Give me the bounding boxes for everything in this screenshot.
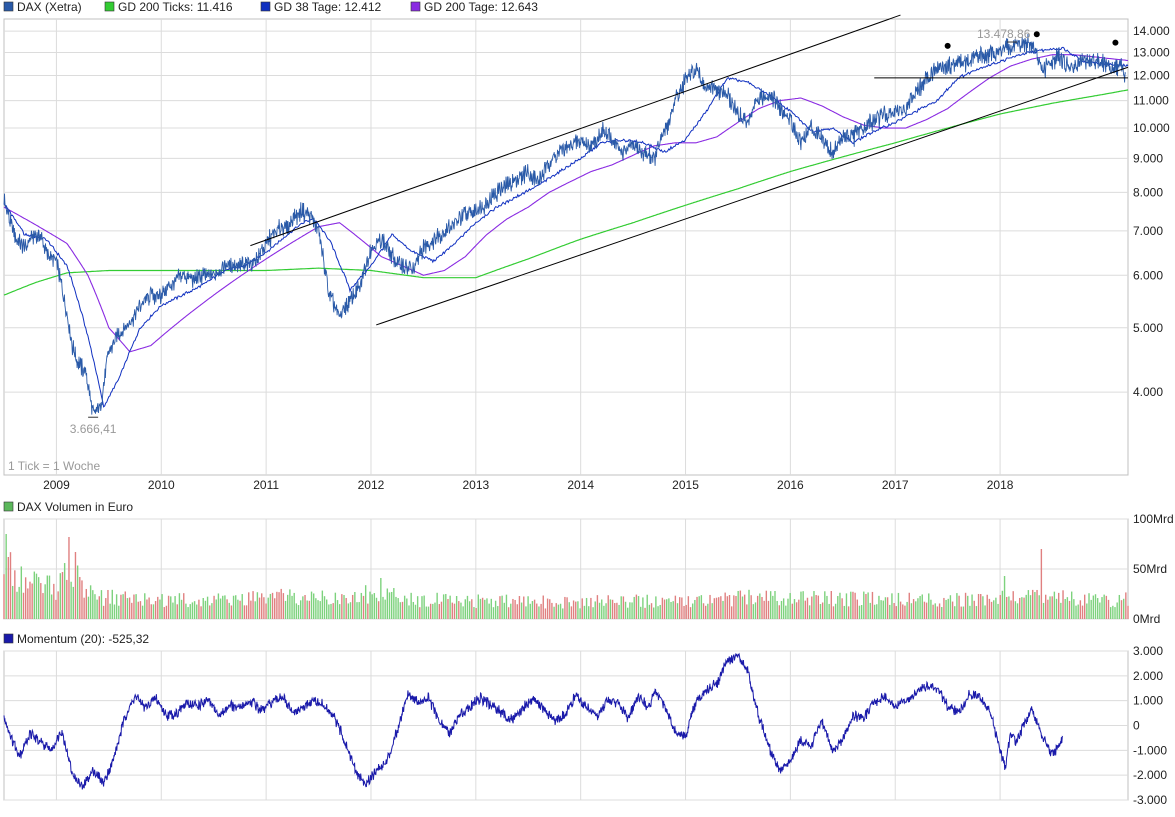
legend-label: GD 200 Ticks: 11.416	[118, 0, 233, 14]
volume-y-tick-label: 100Mrd	[1133, 512, 1174, 526]
gd200-ticks-line	[3, 89, 1129, 296]
pattern-marker	[944, 42, 951, 49]
momentum-line	[3, 652, 1064, 790]
tick-note: 1 Tick = 1 Woche	[8, 459, 100, 473]
gd200-days-line	[3, 54, 1129, 353]
momentum-y-tick-label: -1.000	[1133, 743, 1167, 757]
momentum-legend-swatch	[3, 633, 14, 644]
price-y-tick-label: 13.000	[1133, 45, 1170, 59]
price-y-tick-label: 12.000	[1133, 69, 1170, 83]
momentum-y-tick-label: -3.000	[1133, 793, 1167, 807]
x-tick-label: 2011	[253, 478, 279, 492]
x-tick-label: 2014	[567, 478, 594, 492]
dax-price-line	[3, 33, 1126, 415]
price-y-tick-label: 8.000	[1133, 185, 1163, 199]
price-y-tick-label: 10.000	[1133, 121, 1170, 135]
volume-bars	[3, 534, 1129, 619]
price-y-tick-label: 6.000	[1133, 268, 1163, 282]
lower-channel-line	[376, 66, 1129, 326]
price-y-tick-label: 11.000	[1133, 94, 1169, 108]
price-panel	[3, 18, 1129, 476]
momentum-y-tick-label: 0	[1133, 719, 1140, 733]
volume-y-tick-label: 50Mrd	[1133, 562, 1167, 576]
legend-label: GD 38 Tage: 12.412	[274, 0, 382, 14]
panel-frame	[3, 18, 1129, 476]
momentum-y-tick-label: 3.000	[1133, 644, 1163, 658]
x-tick-label: 2009	[43, 478, 70, 492]
gd38-days-line	[3, 46, 1129, 408]
momentum-y-tick-label: 2.000	[1133, 669, 1163, 683]
legend-label: DAX (Xetra)	[17, 0, 82, 14]
price-y-tick-label: 7.000	[1133, 224, 1163, 238]
volume-y-tick-label: 0Mrd	[1133, 612, 1160, 626]
x-tick-label: 2013	[462, 478, 489, 492]
x-tick-label: 2017	[882, 478, 909, 492]
x-tick-label: 2016	[777, 478, 804, 492]
volume-legend-swatch	[3, 501, 14, 512]
volume-title: DAX Volumen in Euro	[17, 500, 133, 514]
legend-swatch	[260, 1, 271, 12]
legend-swatch	[3, 1, 14, 12]
momentum-title: Momentum (20): -525,32	[17, 632, 149, 646]
legend-swatch	[410, 1, 421, 12]
x-tick-label: 2012	[358, 478, 385, 492]
legend-label: GD 200 Tage: 12.643	[424, 0, 538, 14]
legend-swatch	[104, 1, 115, 12]
momentum-y-tick-label: 1.000	[1133, 694, 1163, 708]
pattern-marker	[1033, 31, 1040, 38]
upper-channel-line	[250, 14, 901, 247]
price-y-tick-label: 5.000	[1133, 321, 1163, 335]
momentum-y-tick-label: -2.000	[1133, 768, 1167, 782]
price-y-tick-label: 4.000	[1133, 385, 1163, 399]
price-y-tick-label: 9.000	[1133, 151, 1163, 165]
x-tick-label: 2018	[987, 478, 1014, 492]
price-y-tick-label: 14.000	[1133, 24, 1170, 38]
high-annotation: 13.478,86	[977, 27, 1031, 41]
low-annotation: 3.666,41	[70, 422, 117, 436]
x-tick-label: 2010	[148, 478, 175, 492]
pattern-marker	[1112, 39, 1119, 46]
x-tick-label: 2015	[672, 478, 699, 492]
